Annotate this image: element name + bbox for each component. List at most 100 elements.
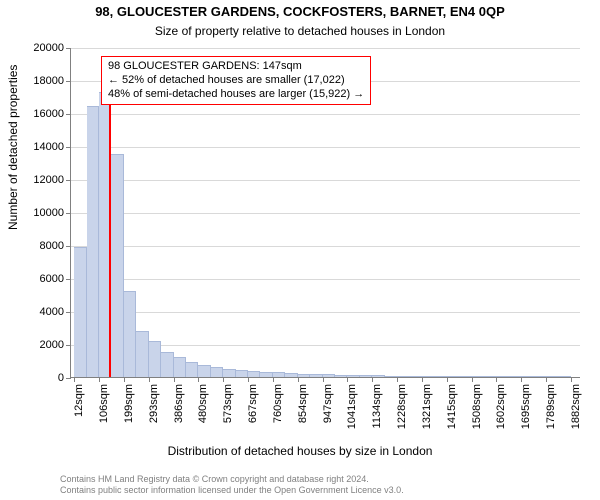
footnote-line1: Contains HM Land Registry data © Crown c… [60, 474, 404, 485]
ytick-label: 10000 [33, 207, 64, 219]
xtick-label: 1695sqm [520, 384, 532, 429]
histogram-bar [111, 154, 123, 377]
histogram-bar [149, 341, 161, 377]
ytick-label: 12000 [33, 174, 64, 186]
xtick-label: 1415sqm [446, 384, 458, 429]
ytick-label: 4000 [40, 306, 64, 318]
histogram-bar [310, 374, 322, 377]
xtick-mark [248, 377, 249, 382]
ytick-label: 8000 [40, 240, 64, 252]
ytick-label: 6000 [40, 273, 64, 285]
histogram-bar [397, 376, 409, 377]
xtick-label: 667sqm [247, 384, 259, 423]
ytick-mark [66, 345, 71, 346]
histogram-bar [273, 372, 285, 377]
xtick-mark [223, 377, 224, 382]
ytick-mark [66, 180, 71, 181]
xtick-mark [273, 377, 274, 382]
ytick-label: 0 [58, 372, 64, 384]
xtick-mark [546, 377, 547, 382]
histogram-bar [409, 376, 421, 377]
xtick-mark [74, 377, 75, 382]
xtick-mark [347, 377, 348, 382]
xtick-label: 1882sqm [570, 384, 582, 429]
xtick-label: 293sqm [148, 384, 160, 423]
gridline [71, 213, 580, 214]
xtick-mark [298, 377, 299, 382]
y-axis-label: Number of detached properties [6, 65, 20, 230]
xtick-mark [571, 377, 572, 382]
annotation-line2: ← 52% of detached houses are smaller (17… [108, 74, 364, 88]
chart-title: 98, GLOUCESTER GARDENS, COCKFOSTERS, BAR… [0, 4, 600, 19]
ytick-mark [66, 246, 71, 247]
gridline [71, 312, 580, 313]
gridline [71, 48, 580, 49]
histogram-bar [198, 365, 210, 377]
histogram-bar [186, 362, 198, 377]
histogram-bar [434, 376, 446, 377]
histogram-bar [323, 374, 335, 377]
ytick-mark [66, 279, 71, 280]
ytick-label: 18000 [33, 75, 64, 87]
histogram-bar [248, 371, 260, 377]
xtick-label: 573sqm [222, 384, 234, 423]
gridline [71, 114, 580, 115]
xtick-label: 12sqm [73, 384, 85, 417]
footnote: Contains HM Land Registry data © Crown c… [60, 474, 404, 496]
annotation-box: 98 GLOUCESTER GARDENS: 147sqm← 52% of de… [101, 56, 371, 105]
xtick-mark [422, 377, 423, 382]
histogram-bar [174, 357, 186, 377]
xtick-label: 854sqm [297, 384, 309, 423]
ytick-mark [66, 378, 71, 379]
xtick-label: 1041sqm [346, 384, 358, 429]
xtick-label: 1321sqm [421, 384, 433, 429]
xtick-label: 1789sqm [545, 384, 557, 429]
xtick-mark [496, 377, 497, 382]
ytick-label: 2000 [40, 339, 64, 351]
gridline [71, 180, 580, 181]
xtick-mark [372, 377, 373, 382]
ytick-mark [66, 312, 71, 313]
ytick-mark [66, 114, 71, 115]
xtick-mark [472, 377, 473, 382]
ytick-label: 20000 [33, 42, 64, 54]
histogram-bar [347, 375, 359, 377]
histogram-bar [124, 291, 136, 377]
ytick-label: 14000 [33, 141, 64, 153]
histogram-bar [260, 372, 272, 377]
gridline [71, 246, 580, 247]
histogram-bar [546, 376, 558, 377]
histogram-bar [385, 376, 397, 377]
xtick-mark [323, 377, 324, 382]
histogram-bar [298, 374, 310, 377]
xtick-label: 1228sqm [396, 384, 408, 429]
xtick-label: 1134sqm [371, 384, 383, 428]
histogram-bar [285, 373, 297, 377]
chart-container: 98, GLOUCESTER GARDENS, COCKFOSTERS, BAR… [0, 0, 600, 500]
histogram-bar [236, 370, 248, 377]
plot-area: 98 GLOUCESTER GARDENS: 147sqm← 52% of de… [70, 48, 580, 378]
x-axis-label: Distribution of detached houses by size … [0, 444, 600, 458]
xtick-label: 947sqm [322, 384, 334, 423]
ytick-mark [66, 147, 71, 148]
xtick-label: 106sqm [98, 384, 110, 423]
histogram-bar [459, 376, 471, 377]
histogram-bar [136, 331, 148, 377]
ytick-mark [66, 81, 71, 82]
ytick-mark [66, 48, 71, 49]
histogram-bar [509, 376, 521, 377]
xtick-label: 1508sqm [471, 384, 483, 429]
xtick-mark [174, 377, 175, 382]
histogram-bar [360, 375, 372, 377]
histogram-bar [534, 376, 546, 377]
property-marker-line [109, 64, 111, 378]
xtick-label: 480sqm [197, 384, 209, 423]
xtick-mark [124, 377, 125, 382]
xtick-mark [521, 377, 522, 382]
ytick-mark [66, 213, 71, 214]
gridline [71, 279, 580, 280]
chart-subtitle: Size of property relative to detached ho… [0, 24, 600, 38]
xtick-label: 760sqm [272, 384, 284, 423]
histogram-bar [372, 375, 384, 377]
xtick-label: 199sqm [123, 384, 135, 423]
